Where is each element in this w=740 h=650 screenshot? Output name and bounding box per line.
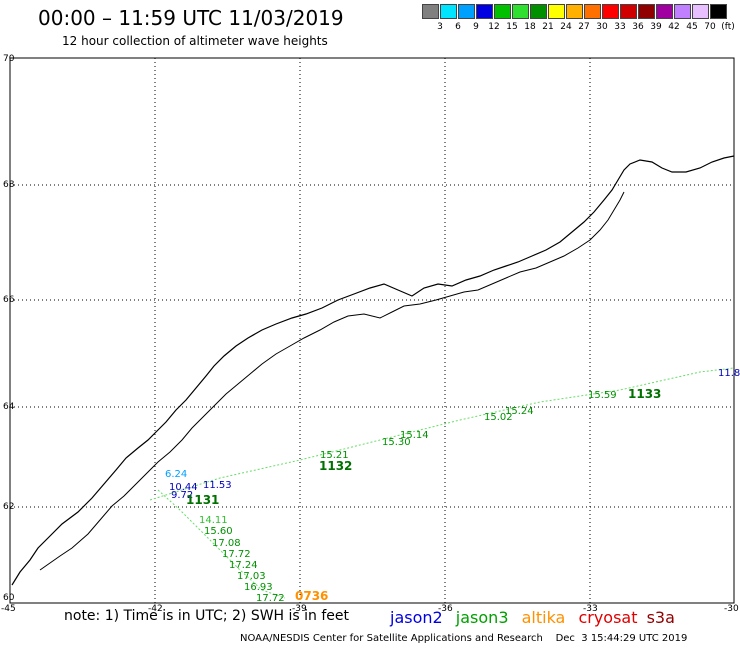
track-value: 14.11 [199, 515, 228, 526]
legend-label: 18 [524, 22, 536, 32]
legend-label: 45 [686, 22, 698, 32]
legend-label: 33 [614, 22, 626, 32]
pass-number: 0736 [295, 589, 328, 603]
legend-swatch [458, 4, 475, 19]
legend-jason2: jason2 [390, 608, 443, 627]
legend-swatch [674, 4, 691, 19]
legend-label: 21 [542, 22, 554, 32]
map-frame [9, 57, 735, 604]
track-value: 15.14 [400, 430, 429, 441]
pass-number: 1131 [186, 493, 219, 507]
lon-tick: -39 [292, 604, 307, 614]
track-value: 15.02 [484, 412, 513, 423]
legend-swatch [494, 4, 511, 19]
legend-swatch [710, 4, 727, 19]
legend-label: 36 [632, 22, 644, 32]
lon-tick: -36 [438, 604, 453, 614]
pass-number: 1133 [628, 387, 661, 401]
track-value: 10.44 [169, 482, 198, 493]
legend-label: 12 [488, 22, 500, 32]
track-value: 17.72 [256, 593, 285, 604]
track-value: 15.59 [588, 390, 617, 401]
track-value: 15.60 [204, 526, 233, 537]
track-value: 11.8 [718, 368, 740, 379]
note-text: note: 1) Time is in UTC; 2) SWH is in fe… [64, 608, 350, 624]
coastline [11, 155, 735, 586]
legend-label: 27 [578, 22, 590, 32]
footer-credit: NOAA/NESDIS Center for Satellite Applica… [240, 633, 688, 644]
legend-swatch [548, 4, 565, 19]
legend-altika: altika [521, 608, 566, 627]
track-value: 11.53 [203, 480, 232, 491]
track-value: 17.24 [229, 560, 258, 571]
legend-swatch [566, 4, 583, 19]
legend-swatch [422, 4, 439, 19]
jason3-track-descending [157, 489, 286, 599]
lon-tick: -33 [583, 604, 598, 614]
legend-swatch [584, 4, 601, 19]
legend-swatch [512, 4, 529, 19]
legend-swatch [440, 4, 457, 19]
track-value: 15.30 [382, 437, 411, 448]
track-value: 15.24 [505, 406, 534, 417]
grid-lines [10, 58, 734, 603]
lon-tick: -42 [148, 604, 163, 614]
track-value: 17.03 [237, 571, 266, 582]
lon-tick: -45 [1, 604, 16, 614]
map-subtitle: 12 hour collection of altimeter wave hei… [62, 34, 328, 48]
legend-swatch [692, 4, 709, 19]
map-title: 00:00 – 11:59 UTC 11/03/2019 [38, 6, 344, 30]
track-value: 17.08 [212, 538, 241, 549]
legend-jason3: jason3 [455, 608, 509, 627]
legend-s3a: s3a [646, 608, 675, 627]
lon-tick: -30 [724, 604, 739, 614]
track-value: 17.72 [222, 549, 251, 560]
legend-cryosat: cryosat [578, 608, 638, 627]
track-value: 6.24 [165, 469, 187, 480]
lat-tick: 70 [3, 54, 15, 64]
lat-tick: 62 [3, 502, 14, 512]
legend-label: 70 [704, 22, 716, 32]
legend-swatch [476, 4, 493, 19]
track-value: 16.93 [244, 582, 273, 593]
track-value: 15.21 [320, 450, 349, 461]
lat-tick: 66 [3, 295, 15, 305]
legend-label: 39 [650, 22, 662, 32]
lat-tick: 68 [3, 180, 15, 190]
legend-swatch [620, 4, 637, 19]
legend-swatch [530, 4, 547, 19]
legend-swatch [638, 4, 655, 19]
pass-number: 1132 [319, 459, 352, 473]
legend-label: 6 [455, 22, 461, 32]
legend-label: (ft) [721, 22, 735, 32]
legend-label: 24 [560, 22, 572, 32]
legend-swatch [602, 4, 619, 19]
legend-label: 42 [668, 22, 680, 32]
lat-tick: 64 [3, 402, 15, 412]
legend-swatch [656, 4, 673, 19]
legend-label: 3 [437, 22, 443, 32]
jason3-track-ascending [149, 367, 735, 501]
coastline-fjords [39, 191, 625, 571]
satellite-legend: jason2 jason3 altika cryosat s3a [390, 608, 675, 627]
lat-tick: 60 [3, 593, 15, 603]
legend-label: 9 [473, 22, 479, 32]
legend-label: 15 [506, 22, 518, 32]
wave-height-color-legend: 3 6 9 12 15 18 21 24 27 30 33 36 39 42 45 70 (ft) [422, 4, 735, 36]
track-value: 9.72 [171, 490, 193, 501]
legend-label: 30 [596, 22, 608, 32]
